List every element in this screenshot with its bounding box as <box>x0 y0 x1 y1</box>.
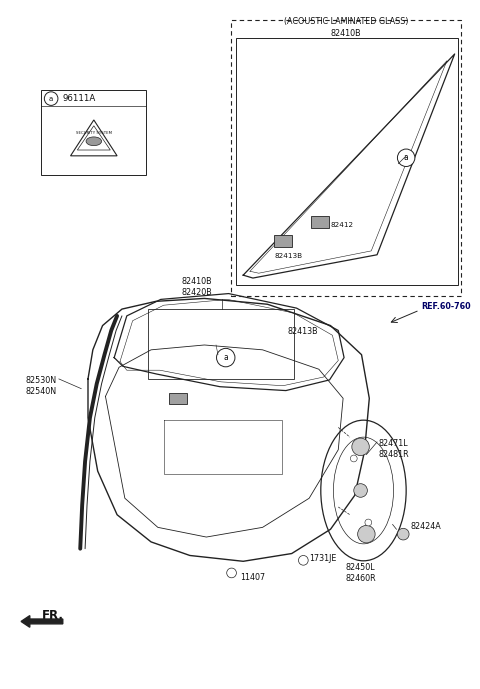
Text: 82424A: 82424A <box>410 522 441 531</box>
Text: 82413B: 82413B <box>274 253 302 259</box>
Ellipse shape <box>86 137 102 145</box>
FancyBboxPatch shape <box>41 90 146 175</box>
Text: 11407: 11407 <box>240 573 265 582</box>
Text: 82530N
82540N: 82530N 82540N <box>26 376 57 396</box>
Text: (ACOUSTIC LAMINATED GLASS): (ACOUSTIC LAMINATED GLASS) <box>284 17 408 26</box>
Text: a: a <box>49 96 53 101</box>
FancyBboxPatch shape <box>169 393 187 404</box>
Circle shape <box>227 568 237 578</box>
FancyBboxPatch shape <box>237 39 457 285</box>
Circle shape <box>358 526 375 543</box>
Text: 82450L
82460R: 82450L 82460R <box>345 563 376 584</box>
Circle shape <box>397 528 409 540</box>
Text: 82471L
82481R: 82471L 82481R <box>379 439 409 459</box>
Circle shape <box>44 92 58 105</box>
Text: SECURITY SYSTEM: SECURITY SYSTEM <box>76 130 112 134</box>
Text: 82412: 82412 <box>331 222 354 228</box>
Text: a: a <box>223 353 228 362</box>
Circle shape <box>299 555 308 565</box>
Text: 82410B
82420B: 82410B 82420B <box>181 278 212 298</box>
Circle shape <box>350 455 357 462</box>
Circle shape <box>216 349 235 367</box>
Text: a: a <box>404 153 408 163</box>
Circle shape <box>397 149 415 167</box>
FancyBboxPatch shape <box>311 216 328 227</box>
Text: 82410B
82420B: 82410B 82420B <box>331 29 361 49</box>
Text: 1731JE: 1731JE <box>309 553 336 562</box>
Text: FR.: FR. <box>41 609 63 622</box>
Text: REF.60-760: REF.60-760 <box>421 302 471 311</box>
Text: 96111A: 96111A <box>63 94 96 103</box>
Circle shape <box>354 484 367 497</box>
FancyBboxPatch shape <box>274 236 292 247</box>
FancyBboxPatch shape <box>230 20 461 296</box>
Circle shape <box>365 519 372 526</box>
Text: 82413B: 82413B <box>288 327 318 336</box>
Circle shape <box>352 438 369 455</box>
FancyArrow shape <box>21 615 63 627</box>
